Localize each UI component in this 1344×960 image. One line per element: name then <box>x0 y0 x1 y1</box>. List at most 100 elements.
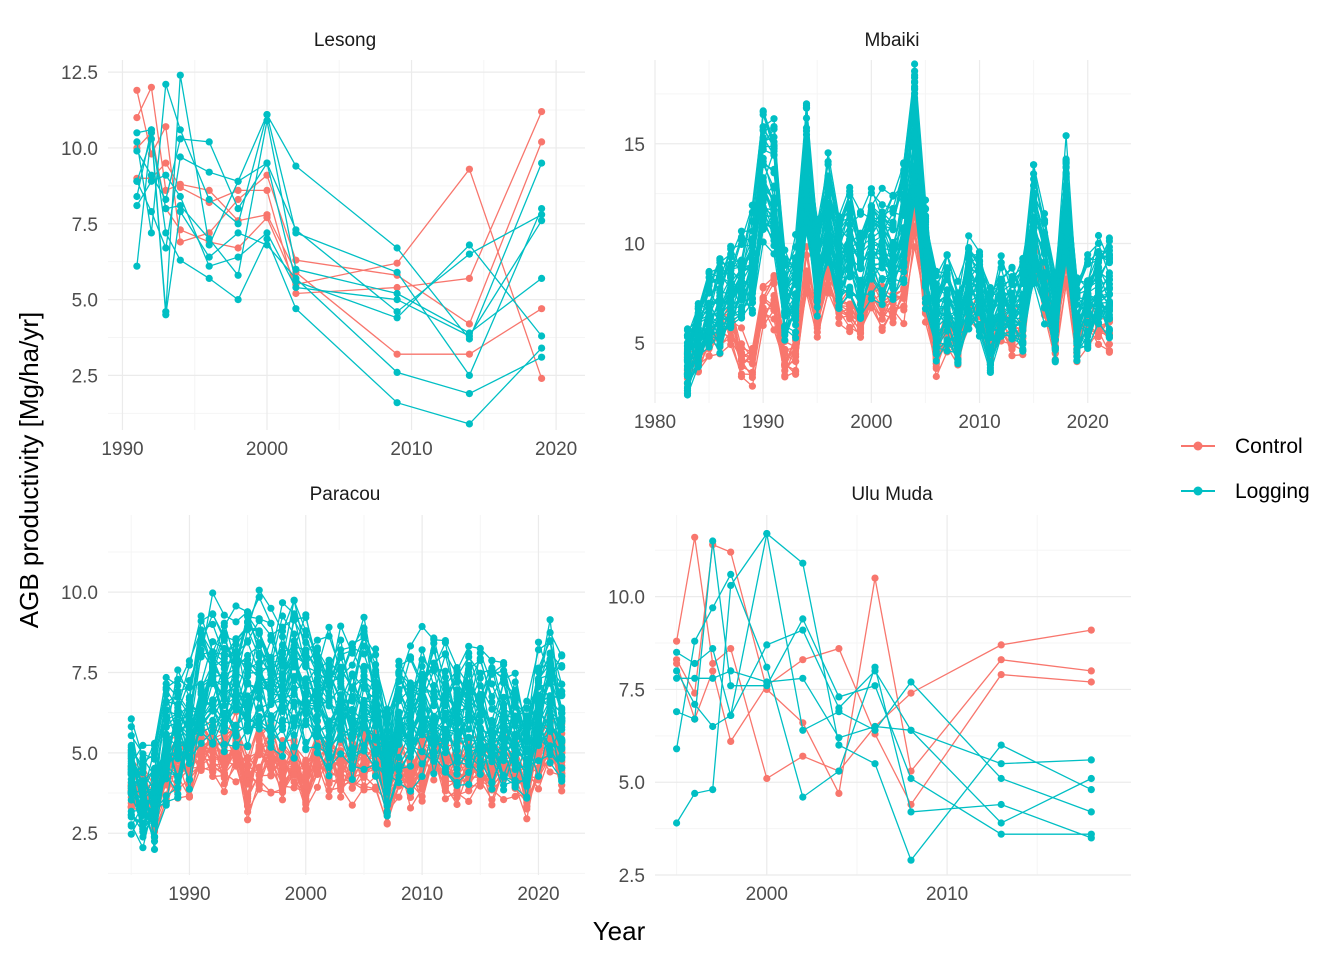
data-point <box>683 391 692 399</box>
data-point <box>705 267 713 276</box>
data-point <box>325 661 333 670</box>
data-point <box>174 666 182 674</box>
data-point <box>267 700 275 709</box>
data-point <box>232 636 240 644</box>
data-point <box>546 759 554 767</box>
data-point <box>1019 320 1027 329</box>
data-point <box>395 765 403 773</box>
data-point <box>975 279 984 287</box>
data-point <box>244 801 252 810</box>
data-point <box>244 770 252 778</box>
data-point <box>176 126 184 134</box>
data-point <box>932 343 940 351</box>
data-point <box>1040 320 1049 328</box>
data-point <box>278 599 287 607</box>
data-point <box>523 782 531 790</box>
data-point <box>748 370 757 378</box>
data-point <box>313 749 321 757</box>
data-point <box>1094 263 1103 271</box>
data-point <box>174 777 182 785</box>
data-point <box>292 289 300 298</box>
data-point <box>209 610 217 619</box>
data-point <box>534 757 543 765</box>
data-point <box>139 809 147 817</box>
data-point <box>278 650 287 658</box>
data-point <box>511 783 519 791</box>
data-point <box>770 115 778 123</box>
data-point <box>220 717 228 726</box>
data-point <box>263 241 271 249</box>
data-point <box>205 274 213 282</box>
data-point <box>133 192 141 201</box>
data-point <box>716 315 724 323</box>
y-tick-label: 10.0 <box>61 583 98 604</box>
data-point <box>205 262 213 270</box>
data-point <box>406 679 415 687</box>
data-point <box>546 692 554 700</box>
data-point <box>1105 313 1113 321</box>
data-point <box>748 275 757 283</box>
data-point <box>911 163 919 171</box>
data-point <box>835 304 843 313</box>
data-point <box>465 241 473 249</box>
data-point <box>523 815 531 823</box>
data-point <box>313 686 321 694</box>
data-point <box>176 192 184 201</box>
data-point <box>465 751 473 759</box>
data-point <box>205 241 213 249</box>
data-point <box>465 758 473 766</box>
data-point <box>267 653 275 661</box>
data-point <box>278 752 287 760</box>
data-point <box>278 722 287 730</box>
data-point <box>395 676 403 684</box>
data-point <box>1008 292 1016 300</box>
data-point <box>127 715 135 723</box>
data-point <box>523 704 531 713</box>
data-point <box>986 361 995 369</box>
data-point <box>465 653 473 661</box>
data-point <box>792 270 800 278</box>
data-point <box>781 359 789 367</box>
data-point <box>176 208 184 216</box>
data-point <box>802 196 811 205</box>
data-point <box>453 752 461 761</box>
data-point <box>406 762 415 770</box>
data-point <box>465 780 473 789</box>
data-point <box>220 622 228 630</box>
data-point <box>147 129 155 137</box>
data-point <box>139 844 147 852</box>
data-point <box>418 646 426 654</box>
data-point <box>255 731 263 739</box>
data-point <box>1062 174 1070 182</box>
data-point <box>954 277 962 285</box>
data-point <box>824 232 832 240</box>
data-point <box>911 71 919 79</box>
data-point <box>267 788 275 796</box>
data-point <box>453 770 461 778</box>
data-point <box>1062 160 1070 168</box>
data-point <box>900 198 908 206</box>
data-point <box>127 775 135 783</box>
data-point <box>147 229 155 237</box>
data-point <box>263 229 271 237</box>
data-point <box>737 256 746 264</box>
series-line <box>686 81 1110 350</box>
data-point <box>325 746 333 755</box>
data-point <box>921 196 930 204</box>
data-point <box>1051 336 1059 344</box>
data-point <box>770 326 778 334</box>
data-point <box>1030 170 1038 178</box>
data-point <box>737 263 746 271</box>
data-point <box>395 716 403 724</box>
data-point <box>737 227 746 235</box>
data-point <box>867 242 876 250</box>
data-point <box>911 144 919 152</box>
x-tick-label: 2010 <box>390 439 432 460</box>
data-point <box>792 357 800 365</box>
data-point <box>748 249 757 257</box>
data-point <box>488 656 496 665</box>
data-point <box>234 195 242 204</box>
data-point <box>290 714 298 722</box>
data-point <box>325 772 333 780</box>
